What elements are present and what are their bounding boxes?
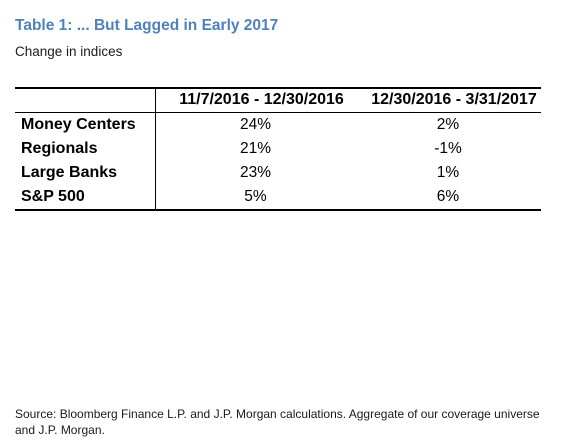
- header-row: 11/7/2016 - 12/30/2016 12/30/2016 - 3/31…: [15, 89, 541, 113]
- table-row: Money Centers 24% 2%: [15, 112, 541, 137]
- table-title: Table 1: ... But Lagged in Early 2017: [15, 17, 279, 34]
- source-note: Source: Bloomberg Finance L.P. and J.P. …: [15, 407, 540, 437]
- row-label: S&P 500: [21, 187, 85, 205]
- table-row: S&P 500 5% 6%: [15, 184, 541, 209]
- value-period-2: 1%: [436, 163, 460, 181]
- value-period-2: 6%: [436, 187, 460, 205]
- row-label-header-cell: [15, 89, 155, 112]
- value-period-2: -1%: [434, 139, 462, 157]
- value-period-1: 5%: [155, 184, 355, 209]
- value-period-1: 21%: [155, 136, 355, 161]
- column-header-period-1: 11/7/2016 - 12/30/2016: [155, 89, 355, 112]
- row-label: Large Banks: [21, 163, 118, 181]
- table-row: Regionals 21% -1%: [15, 136, 541, 161]
- data-table: 11/7/2016 - 12/30/2016 12/30/2016 - 3/31…: [15, 87, 541, 211]
- table-subtitle: Change in indices: [15, 44, 123, 59]
- column-header-period-2: 12/30/2016 - 3/31/2017: [371, 91, 537, 109]
- value-period-1: 24%: [155, 112, 355, 137]
- value-period-2: 2%: [436, 115, 460, 133]
- value-period-1: 23%: [155, 160, 355, 185]
- row-label: Regionals: [21, 139, 98, 157]
- row-label: Money Centers: [21, 115, 136, 133]
- table-row: Large Banks 23% 1%: [15, 160, 541, 185]
